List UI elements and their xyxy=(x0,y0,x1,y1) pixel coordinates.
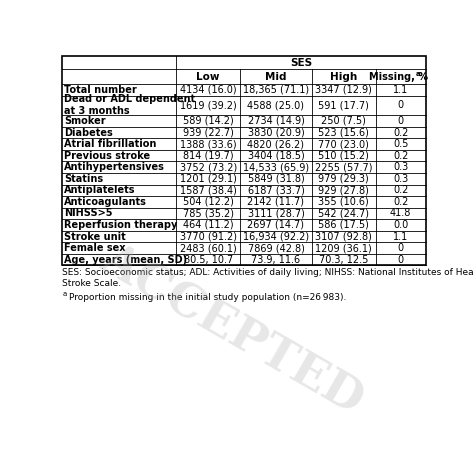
Text: Female sex: Female sex xyxy=(64,243,126,253)
Text: Low: Low xyxy=(197,72,220,82)
Text: 2697 (14.7): 2697 (14.7) xyxy=(247,220,304,230)
Text: a: a xyxy=(416,71,420,77)
Text: 2255 (57.7): 2255 (57.7) xyxy=(315,162,373,172)
Text: 73.9, 11.6: 73.9, 11.6 xyxy=(251,255,301,265)
Text: 0.3: 0.3 xyxy=(393,174,408,184)
Text: Age, years (mean, SD): Age, years (mean, SD) xyxy=(64,255,188,265)
Text: SES: Socioeconomic status; ADL: Activities of daily living; NIHSS: National Inst: SES: Socioeconomic status; ADL: Activiti… xyxy=(62,268,474,288)
Text: 0.2: 0.2 xyxy=(393,185,409,195)
Text: Reperfusion therapy: Reperfusion therapy xyxy=(64,220,178,230)
Text: 523 (15.6): 523 (15.6) xyxy=(318,128,369,138)
Text: 929 (27.8): 929 (27.8) xyxy=(318,185,369,195)
Text: Stroke unit: Stroke unit xyxy=(64,231,126,241)
Text: 0.2: 0.2 xyxy=(393,151,409,161)
Text: 542 (24.7): 542 (24.7) xyxy=(318,208,369,218)
Text: a: a xyxy=(62,290,66,297)
Text: 814 (19.7): 814 (19.7) xyxy=(183,151,234,161)
Text: Missing, %: Missing, % xyxy=(369,72,428,82)
Text: 355 (10.6): 355 (10.6) xyxy=(318,197,369,207)
Text: 14,533 (65.9): 14,533 (65.9) xyxy=(243,162,309,172)
Text: 2734 (14.9): 2734 (14.9) xyxy=(247,116,304,126)
Text: SES: SES xyxy=(290,58,312,68)
Text: 80.5, 10.7: 80.5, 10.7 xyxy=(183,255,233,265)
Text: 2483 (60.1): 2483 (60.1) xyxy=(180,243,237,253)
Text: Mid: Mid xyxy=(265,72,287,82)
Text: 979 (29.3): 979 (29.3) xyxy=(318,174,369,184)
Text: Proportion missing in the initial study population (n=26 983).: Proportion missing in the initial study … xyxy=(69,293,346,302)
Text: 3830 (20.9): 3830 (20.9) xyxy=(247,128,304,138)
Text: 591 (17.7): 591 (17.7) xyxy=(318,101,369,111)
Text: 0: 0 xyxy=(398,255,404,265)
Text: NIHSS>5: NIHSS>5 xyxy=(64,208,113,218)
Text: High: High xyxy=(330,72,357,82)
Text: 41.8: 41.8 xyxy=(390,208,411,218)
Text: Smoker: Smoker xyxy=(64,116,106,126)
Text: 2142 (11.7): 2142 (11.7) xyxy=(247,197,304,207)
Text: Diabetes: Diabetes xyxy=(64,128,113,138)
Text: 0.2: 0.2 xyxy=(393,197,409,207)
Text: Statins: Statins xyxy=(64,174,103,184)
Text: 464 (11.2): 464 (11.2) xyxy=(183,220,234,230)
Text: 1.1: 1.1 xyxy=(393,85,408,95)
Text: 3347 (12.9): 3347 (12.9) xyxy=(315,85,372,95)
Bar xyxy=(62,56,426,265)
Text: 16,934 (92.2): 16,934 (92.2) xyxy=(243,231,309,241)
Text: 0.0: 0.0 xyxy=(393,220,408,230)
Text: 1388 (33.6): 1388 (33.6) xyxy=(180,139,237,149)
Text: 939 (22.7): 939 (22.7) xyxy=(183,128,234,138)
Text: Previous stroke: Previous stroke xyxy=(64,151,151,161)
Text: Atrial fibrillation: Atrial fibrillation xyxy=(64,139,157,149)
Text: 1.1: 1.1 xyxy=(393,231,408,241)
Text: 770 (23.0): 770 (23.0) xyxy=(318,139,369,149)
Text: 0: 0 xyxy=(398,243,404,253)
Text: 3111 (28.7): 3111 (28.7) xyxy=(247,208,304,218)
Text: 3107 (92.8): 3107 (92.8) xyxy=(315,231,372,241)
Text: 0: 0 xyxy=(398,116,404,126)
Text: 785 (35.2): 785 (35.2) xyxy=(183,208,234,218)
Text: 0: 0 xyxy=(398,101,404,111)
Text: 4588 (25.0): 4588 (25.0) xyxy=(247,101,304,111)
Text: 3752 (73.2): 3752 (73.2) xyxy=(180,162,237,172)
Text: 586 (17.5): 586 (17.5) xyxy=(318,220,369,230)
Text: Antihypertensives: Antihypertensives xyxy=(64,162,165,172)
Text: 7869 (42.8): 7869 (42.8) xyxy=(247,243,304,253)
Text: 1587 (38.4): 1587 (38.4) xyxy=(180,185,237,195)
Text: 504 (12.2): 504 (12.2) xyxy=(183,197,234,207)
Text: 1619 (39.2): 1619 (39.2) xyxy=(180,101,237,111)
Text: 1201 (29.1): 1201 (29.1) xyxy=(180,174,237,184)
Text: 0.2: 0.2 xyxy=(393,128,409,138)
Text: 0.5: 0.5 xyxy=(393,139,409,149)
Text: 3404 (18.5): 3404 (18.5) xyxy=(247,151,304,161)
Text: 4134 (16.0): 4134 (16.0) xyxy=(180,85,237,95)
Text: 1209 (36.1): 1209 (36.1) xyxy=(315,243,372,253)
Text: Anticoagulants: Anticoagulants xyxy=(64,197,147,207)
Text: Total number: Total number xyxy=(64,85,137,95)
Text: 5849 (31.8): 5849 (31.8) xyxy=(247,174,304,184)
Text: 0.3: 0.3 xyxy=(393,162,408,172)
Text: 250 (7.5): 250 (7.5) xyxy=(321,116,366,126)
Text: Antiplatelets: Antiplatelets xyxy=(64,185,136,195)
Text: 510 (15.2): 510 (15.2) xyxy=(318,151,369,161)
Text: 70.3, 12.5: 70.3, 12.5 xyxy=(319,255,368,265)
Text: Dead or ADL dependent
at 3 months: Dead or ADL dependent at 3 months xyxy=(64,94,195,116)
Text: 4820 (26.2): 4820 (26.2) xyxy=(247,139,304,149)
Text: 6187 (33.7): 6187 (33.7) xyxy=(247,185,304,195)
Text: 18,365 (71.1): 18,365 (71.1) xyxy=(243,85,309,95)
Text: ACCEPTED: ACCEPTED xyxy=(92,236,371,424)
Text: 589 (14.2): 589 (14.2) xyxy=(183,116,234,126)
Text: 3770 (91.2): 3770 (91.2) xyxy=(180,231,237,241)
